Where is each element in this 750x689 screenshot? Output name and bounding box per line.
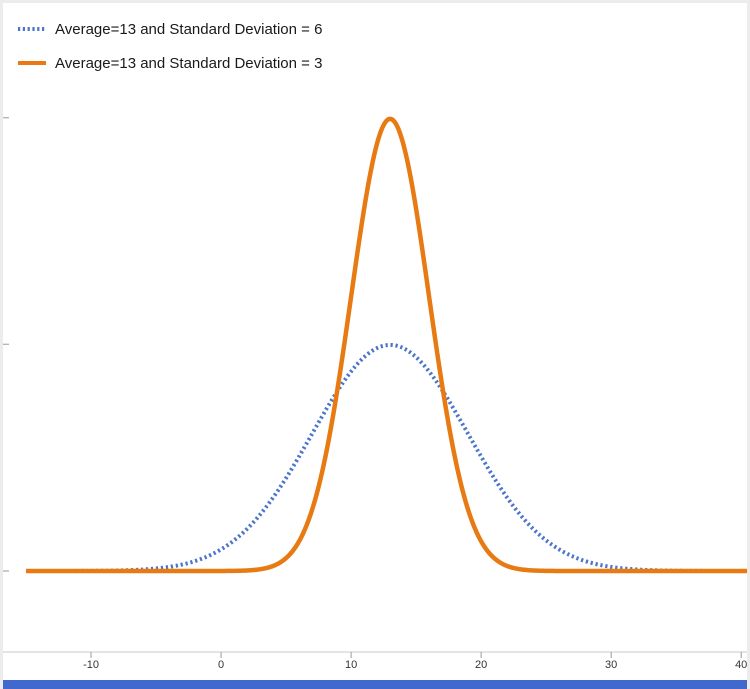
legend-item-sd6: Average=13 and Standard Deviation = 6: [17, 17, 322, 41]
x-tick-label: 0: [217, 659, 225, 671]
x-tick-label: 40: [735, 659, 748, 671]
legend-label-sd3: Average=13 and Standard Deviation = 3: [55, 54, 323, 72]
x-axis-labels: -10 0 10 20 30 40: [3, 657, 748, 679]
x-tick-label: 30: [605, 659, 618, 671]
legend-label-sd6: Average=13 and Standard Deviation = 6: [55, 20, 323, 38]
series-curve-sd3: [25, 116, 747, 574]
x-tick-label: 10: [344, 659, 358, 671]
legend-line-dotted-icon: [18, 27, 46, 31]
plot-area: [3, 116, 747, 658]
x-tick-label: 20: [475, 659, 488, 671]
legend-line-solid-icon: [18, 61, 46, 65]
legend-item-sd3: Average=13 and Standard Deviation = 3: [17, 51, 322, 75]
bottom-blue-bar: [3, 680, 747, 689]
series-curve-sd6: [25, 342, 747, 573]
x-tick-label: -10: [83, 659, 99, 671]
chart-legend: Average=13 and Standard Deviation = 6 Av…: [17, 17, 322, 85]
